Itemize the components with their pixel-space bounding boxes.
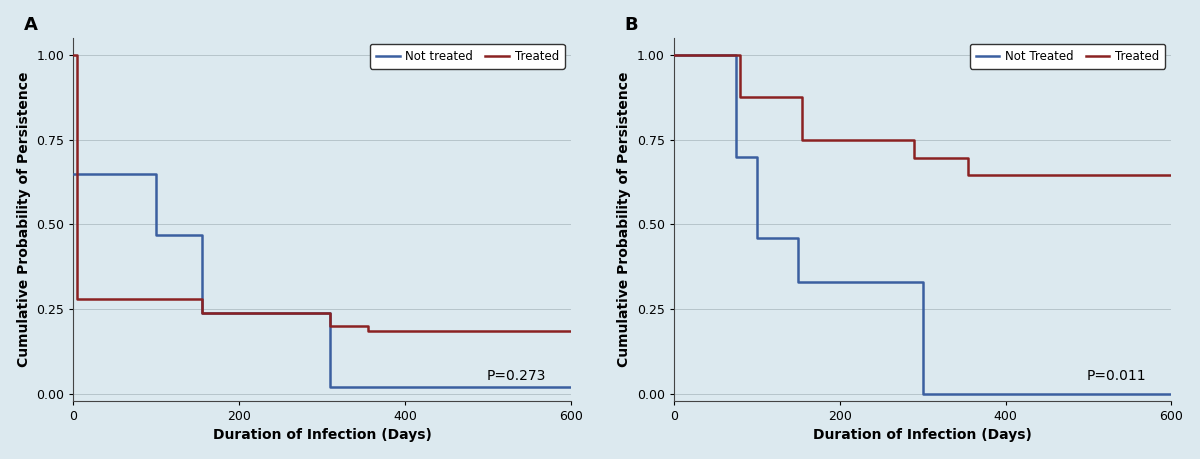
Treated — [667, 52, 682, 57]
Not treated — [564, 385, 578, 390]
Not Treated — [750, 235, 764, 241]
Treated — [70, 296, 84, 302]
Not Treated — [728, 154, 743, 159]
Not treated — [323, 385, 337, 390]
X-axis label: Duration of Infection (Days): Duration of Infection (Days) — [212, 428, 432, 442]
Text: P=0.273: P=0.273 — [486, 369, 546, 383]
Line: Treated: Treated — [674, 55, 1171, 175]
Treated — [360, 329, 374, 334]
Text: B: B — [624, 16, 638, 34]
Not Treated — [667, 52, 682, 57]
Not treated — [66, 171, 80, 176]
Line: Not Treated: Not Treated — [674, 55, 1171, 394]
Not Treated — [1164, 391, 1178, 397]
Text: A: A — [24, 16, 37, 34]
Not Treated — [791, 279, 805, 285]
Treated — [907, 156, 922, 161]
Treated — [961, 173, 976, 178]
Line: Not treated: Not treated — [73, 174, 571, 387]
Treated — [194, 310, 209, 315]
Not treated — [194, 310, 209, 315]
Treated — [564, 329, 578, 334]
Text: P=0.011: P=0.011 — [1087, 369, 1146, 383]
Y-axis label: Cumulative Probability of Persistence: Cumulative Probability of Persistence — [17, 72, 31, 367]
X-axis label: Duration of Infection (Days): Duration of Infection (Days) — [814, 428, 1032, 442]
Not Treated — [916, 391, 930, 397]
Legend: Not Treated, Treated: Not Treated, Treated — [970, 44, 1165, 68]
Y-axis label: Cumulative Probability of Persistence: Cumulative Probability of Persistence — [617, 72, 631, 367]
Treated — [128, 296, 143, 302]
Treated — [796, 137, 810, 142]
Treated — [66, 52, 80, 57]
Legend: Not treated, Treated: Not treated, Treated — [370, 44, 565, 68]
Line: Treated: Treated — [73, 55, 571, 331]
Not treated — [149, 232, 163, 237]
Not treated — [128, 171, 143, 176]
Treated — [1164, 173, 1178, 178]
Treated — [733, 95, 748, 100]
Treated — [323, 324, 337, 329]
